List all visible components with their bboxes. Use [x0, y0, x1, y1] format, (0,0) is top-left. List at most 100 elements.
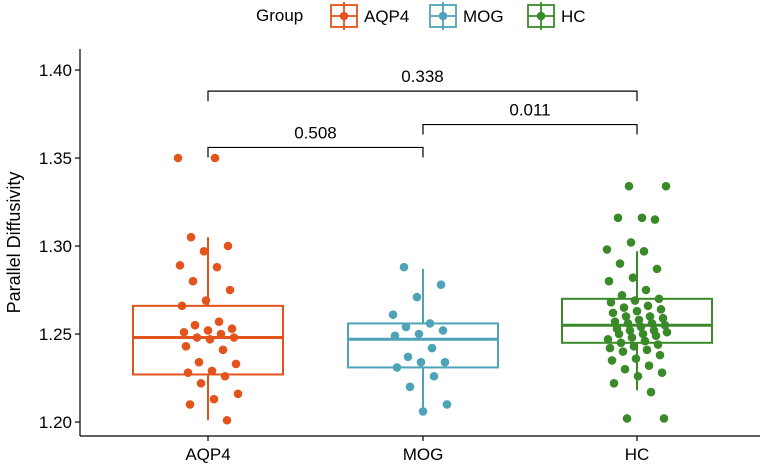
data-point-hc — [642, 345, 652, 355]
data-point-aqp4 — [227, 324, 237, 334]
data-point-mog — [392, 363, 402, 372]
legend-item-mog: MOG — [429, 2, 504, 30]
box-iqr — [347, 322, 499, 369]
data-point-hc — [605, 343, 615, 353]
data-point-aqp4 — [177, 301, 187, 311]
data-point-hc — [627, 333, 637, 342]
data-point-aqp4 — [181, 342, 191, 351]
p-value-label: 0.338 — [401, 67, 444, 86]
box-mog — [347, 268, 499, 412]
data-point-aqp4 — [175, 261, 185, 270]
data-point-hc — [604, 276, 614, 286]
data-point-hc — [614, 329, 624, 339]
bracket-line — [207, 146, 424, 158]
bracket-mog-hc: 0.011 — [422, 101, 638, 135]
data-point-hc — [636, 322, 646, 332]
data-point-aqp4 — [233, 389, 243, 399]
data-point-aqp4 — [220, 371, 230, 381]
y-tick-label: 1.25 — [39, 325, 72, 344]
data-point-aqp4 — [231, 359, 241, 369]
data-point-hc — [624, 181, 634, 191]
data-point-mog — [427, 343, 437, 353]
data-point-aqp4 — [222, 415, 232, 425]
data-point-hc — [653, 340, 663, 349]
data-point-mog — [399, 262, 409, 272]
x-ticks: AQP4 MOG HC — [185, 436, 649, 464]
legend-item-hc: HC — [527, 2, 586, 30]
data-point-hc — [616, 338, 626, 348]
data-point-mog — [416, 357, 426, 367]
significance-brackets: 0.338 0.011 0.508 — [207, 67, 638, 158]
data-point-mog — [414, 329, 424, 339]
data-point-mog — [425, 319, 435, 328]
data-point-hc — [607, 356, 617, 365]
y-tick-label: 1.30 — [39, 237, 72, 256]
data-point-hc — [615, 259, 625, 268]
x-tick-label: AQP4 — [185, 445, 230, 464]
bracket-aqp4-mog: 0.508 — [207, 123, 424, 158]
data-point-hc — [638, 329, 648, 339]
legend: Group AQP4 MOG HC — [256, 2, 586, 30]
data-point-mog — [429, 371, 439, 381]
data-point-hc — [609, 378, 619, 388]
data-point-hc — [646, 387, 656, 397]
data-point-aqp4 — [223, 241, 233, 251]
data-point-aqp4 — [190, 320, 200, 330]
legend-key-point — [339, 11, 349, 21]
x-tick-label: MOG — [403, 445, 444, 464]
y-tick-label: 1.40 — [39, 61, 72, 80]
data-point-hc — [657, 368, 667, 378]
data-point-hc — [659, 414, 669, 423]
data-point-hc — [651, 331, 661, 341]
data-point-hc — [620, 364, 630, 374]
data-point-hc — [628, 273, 638, 282]
data-point-hc — [660, 320, 670, 330]
data-point-hc — [631, 354, 641, 363]
data-point-hc — [622, 414, 632, 423]
data-point-hc — [626, 238, 636, 247]
p-value-label: 0.011 — [509, 101, 550, 120]
y-axis-label: Parallel Diffusivity — [4, 172, 24, 314]
data-point-mog — [438, 326, 448, 335]
data-point-hc — [656, 305, 666, 314]
data-point-hc — [608, 308, 618, 318]
data-point-hc — [613, 213, 623, 223]
data-point-hc — [632, 306, 642, 316]
p-value-label: 0.508 — [294, 123, 337, 142]
data-point-hc — [655, 350, 665, 360]
bracket-line — [422, 123, 638, 135]
data-point-mog — [390, 331, 400, 341]
data-point-hc — [647, 319, 657, 328]
data-point-aqp4 — [194, 357, 204, 367]
legend-title: Group — [256, 6, 303, 25]
data-point-hc — [658, 313, 668, 323]
data-point-hc — [623, 319, 633, 328]
data-point-mog — [388, 310, 398, 319]
data-point-hc — [650, 215, 660, 224]
legend-key-point — [438, 11, 448, 21]
data-point-mog — [401, 322, 411, 332]
y-ticks: 1.20 1.25 1.30 1.35 1.40 — [39, 61, 80, 432]
data-point-hc — [619, 303, 629, 312]
data-point-mog — [440, 357, 450, 367]
data-point-mog — [403, 352, 413, 362]
data-point-aqp4 — [186, 232, 196, 242]
data-point-hc — [652, 264, 662, 274]
data-point-hc — [643, 301, 653, 311]
x-tick-label: HC — [625, 445, 650, 464]
data-point-mog — [405, 382, 415, 392]
legend-key-point — [536, 11, 546, 21]
legend-label: HC — [561, 7, 586, 26]
data-point-hc — [618, 347, 628, 356]
data-point-aqp4 — [185, 400, 195, 409]
data-point-hc — [662, 327, 672, 337]
data-point-aqp4 — [216, 329, 226, 339]
data-point-aqp4 — [199, 246, 209, 256]
bracket-aqp4-hc: 0.338 — [207, 67, 638, 102]
data-point-aqp4 — [225, 285, 235, 295]
data-point-aqp4 — [207, 366, 217, 376]
data-point-aqp4 — [209, 394, 219, 404]
box-iqr — [132, 304, 284, 376]
legend-label: MOG — [463, 7, 504, 26]
